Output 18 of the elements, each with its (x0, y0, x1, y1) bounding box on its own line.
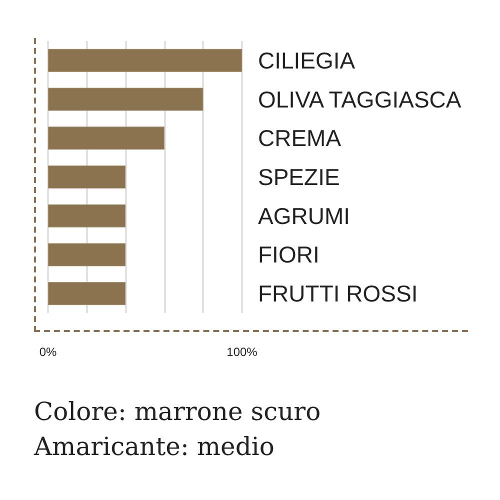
bar (48, 88, 204, 111)
y-tick-label: CILIEGIA (258, 47, 356, 74)
text: Colore: marrone scuro (34, 397, 321, 426)
x-tick-label: 0% (39, 345, 57, 359)
bar (48, 48, 242, 72)
y-tick-label: OLIVA TAGGIASCA (258, 86, 462, 112)
y-tick-label: SPEZIE (258, 164, 340, 190)
bar (48, 282, 126, 306)
text: Amaricante: medio (33, 432, 274, 461)
bar (48, 166, 126, 188)
y-tick-label: FIORI (258, 242, 320, 268)
x-tick-label: 100% (226, 345, 258, 359)
bar (48, 204, 126, 228)
y-tick-label: CREMA (258, 125, 342, 152)
y-tick-label: FRUTTI ROSSI (258, 280, 418, 307)
y-tick-label: AGRUMI (258, 202, 350, 229)
bar (48, 126, 164, 150)
bar (48, 243, 126, 266)
